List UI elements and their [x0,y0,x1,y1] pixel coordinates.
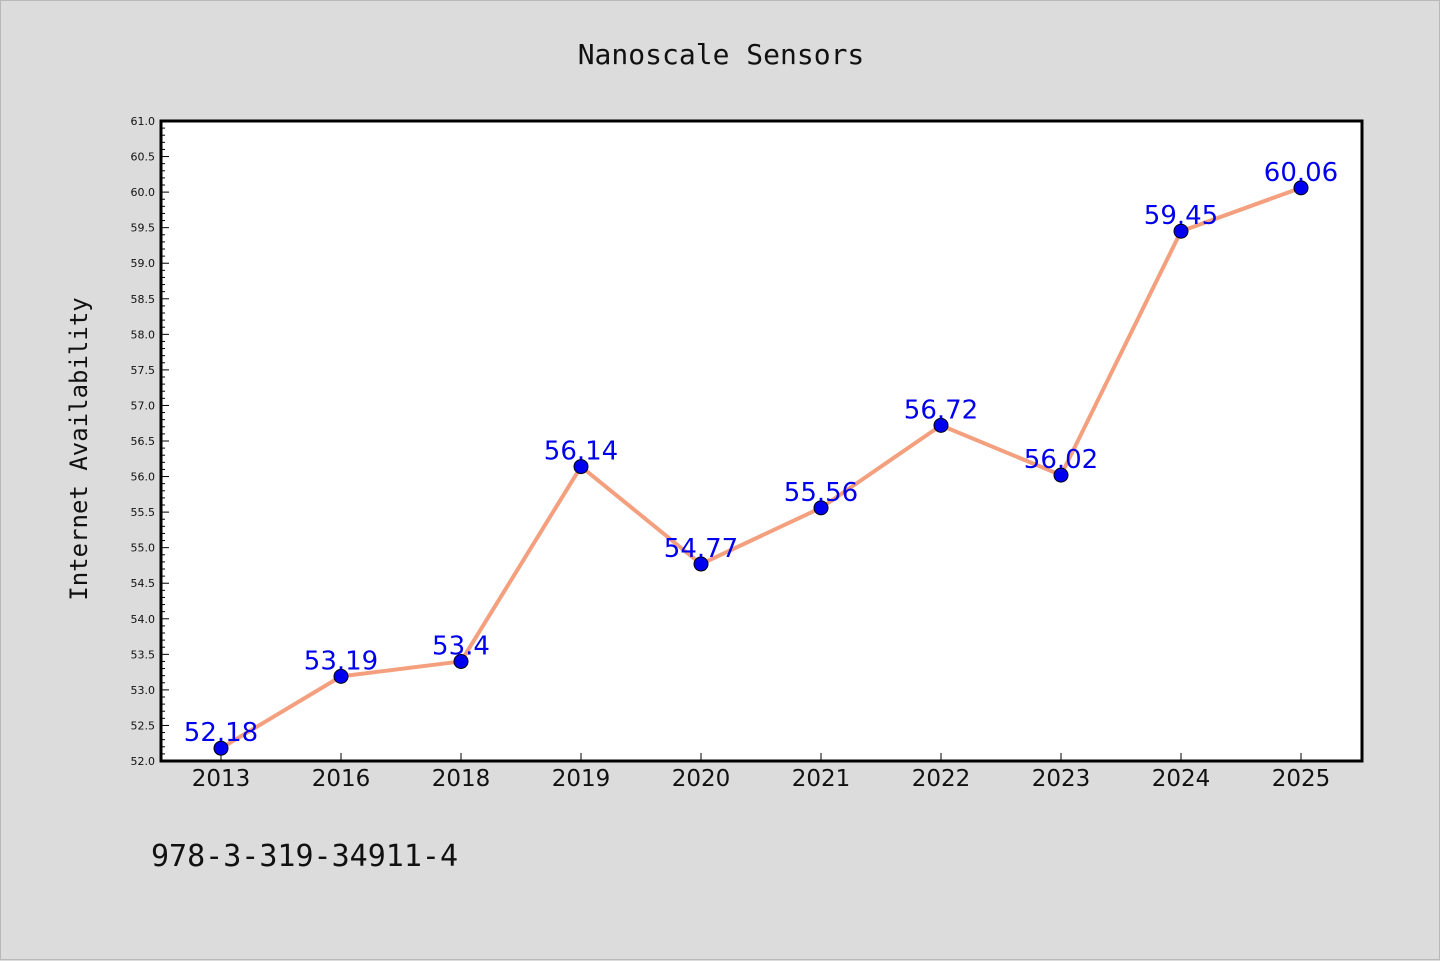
x-tick-label: 2019 [552,766,611,792]
x-tick-label: 2016 [312,766,371,792]
series-layer [213,180,1309,756]
y-tick-label: 52.0 [131,755,156,768]
data-label: 56.72 [904,395,978,425]
x-tick-label: 2018 [432,766,491,792]
y-tick-label: 53.0 [131,684,156,697]
y-tick-label: 60.0 [131,186,156,199]
data-label: 55.56 [784,478,858,508]
x-tick-label: 2013 [192,766,251,792]
series-line [219,185,1303,751]
x-tick-label: 2022 [912,766,971,792]
y-tick-label: 60.5 [131,151,156,164]
data-point-marker [213,740,229,756]
x-axis-ticks: 2013 2016 2018 2019 2020 2021 2022 2023 2024 2025 [192,753,1331,792]
data-point-marker [1053,467,1069,483]
data-point-marker [453,653,469,669]
y-tick-label: 55.5 [131,506,156,519]
x-tick-label: 2023 [1032,766,1091,792]
data-point-marker [813,500,829,516]
y-tick-label: 53.5 [131,648,156,661]
y-tick-label: 57.5 [131,364,156,377]
x-tick-label: 2021 [792,766,851,792]
y-axis-label: Internet Availability [65,297,93,600]
data-label: 59.45 [1144,201,1218,231]
plot-area [159,119,1364,763]
y-tick-label: 54.5 [131,577,156,590]
data-point-marker [333,668,349,684]
y-tick-label: 56.5 [131,435,156,448]
x-tick-label: 2024 [1152,766,1211,792]
data-point-marker [1293,180,1309,196]
y-tick-label: 58.5 [131,293,156,306]
data-label: 52.18 [184,718,258,748]
x-tick-label: 2025 [1272,766,1331,792]
y-axis-ticks: 52.0 52.5 53.0 53.5 54.0 54.5 55.0 55.5 56.0 56.5… [131,115,169,768]
y-tick-label: 61.0 [131,115,156,128]
data-label: 60.06 [1264,158,1338,188]
y-tick-label: 59.0 [131,257,156,270]
data-label: 53.4 [432,631,490,661]
data-label: 56.02 [1024,445,1098,475]
data-point-marker [933,417,949,433]
data-point-marker [573,459,589,475]
isbn-footnote: 978-3-319-34911-4 [151,839,458,874]
data-labels: 52.18 53.19 53.4 56.14 54.77 55.56 56.72 56.02 5… [184,158,1338,748]
x-tick-label: 2020 [672,766,731,792]
chart-title: Nanoscale Sensors [578,38,865,71]
y-tick-label: 55.0 [131,542,156,555]
y-tick-label: 59.5 [131,222,156,235]
data-point-marker [693,556,709,572]
y-tick-label: 52.5 [131,719,156,732]
y-tick-label: 56.0 [131,471,156,484]
data-label: 56.14 [544,437,618,467]
y-tick-label: 54.0 [131,613,156,626]
data-label: 54.77 [664,534,738,564]
data-label: 53.19 [304,646,378,676]
data-point-marker [1173,223,1189,239]
y-tick-label: 57.0 [131,399,156,412]
y-tick-label: 58.0 [131,328,156,341]
